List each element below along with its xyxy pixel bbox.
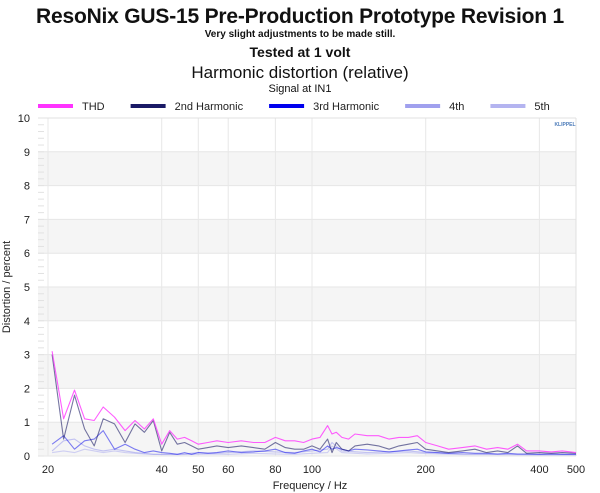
y-tick-label: 3: [24, 350, 30, 362]
series-line-thd: [51, 351, 577, 454]
y-tick-label: 2: [24, 383, 30, 395]
series-line-5th: [52, 445, 576, 456]
x-tick-label: 500: [567, 464, 585, 476]
x-tick-label: 200: [417, 464, 435, 476]
y-tick-label: 8: [24, 181, 30, 193]
x-axis-label: Frequency / Hz: [273, 480, 348, 492]
y-tick-labels: 0 1 2 3 4 5 6 7 8 9 10: [18, 113, 30, 463]
x-tick-label: 400: [530, 464, 548, 476]
legend-label: 4th: [449, 101, 464, 113]
legend-swatch: [269, 104, 305, 108]
test-condition: Tested at 1 volt: [249, 44, 351, 60]
grid-band: [38, 219, 576, 254]
y-tick-label: 1: [24, 417, 30, 429]
series-line-4th: [51, 438, 576, 456]
x-tick-label: 40: [156, 464, 168, 476]
y-tick-label: 7: [24, 214, 30, 226]
minor-ticks: [38, 117, 44, 457]
legend-swatch: [490, 104, 526, 108]
legend-item-thd: THD: [38, 101, 105, 113]
series-lines: [51, 351, 577, 456]
legend-label: 2nd Harmonic: [175, 101, 244, 113]
x-tick-label: 20: [42, 464, 54, 476]
legend-item-3rd-harmonic: 3rd Harmonic: [269, 101, 380, 113]
legend-item-2nd-harmonic: 2nd Harmonic: [130, 101, 244, 113]
legend-swatch: [38, 104, 73, 108]
klippel-logo: KLIPPEL: [554, 122, 575, 128]
y-tick-label: 0: [24, 451, 30, 463]
y-tick-label: 5: [24, 282, 30, 294]
legend: THD 2nd Harmonic 3rd Harmonic 4th 5th: [38, 101, 550, 113]
y-axis-label: Distortion / percent: [1, 241, 13, 333]
grid-band: [38, 287, 576, 321]
legend-label: 3rd Harmonic: [313, 101, 380, 113]
series-line-2nd-harmonic: [51, 354, 577, 454]
grid-band: [38, 151, 576, 186]
x-tick-label: 80: [269, 464, 281, 476]
legend-swatch: [405, 104, 441, 108]
legend-swatch: [130, 104, 166, 108]
report-subtitle: Very slight adjustments to be made still…: [204, 29, 396, 40]
background-bands: [38, 151, 576, 456]
x-tick-label: 60: [222, 464, 234, 476]
y-tick-label: 9: [24, 147, 30, 159]
series-line-3rd-harmonic: [51, 430, 576, 455]
report-title: ResoNix GUS-15 Pre-Production Prototype …: [36, 5, 564, 28]
legend-label: 5th: [534, 101, 549, 113]
grid-lines: [38, 117, 577, 457]
y-tick-label: 4: [24, 316, 30, 328]
y-tick-label: 10: [18, 113, 30, 125]
legend-item-5th: 5th: [490, 101, 550, 113]
x-tick-label: 100: [303, 464, 321, 476]
y-tick-label: 6: [24, 248, 30, 260]
x-tick-labels: 20 40 50 60 80 100 200 400 500: [42, 464, 585, 476]
chart-title: Harmonic distortion (relative): [191, 63, 409, 82]
signal-label: Signal at IN1: [268, 83, 332, 95]
grid-band: [38, 354, 576, 389]
legend-label: THD: [82, 101, 105, 113]
legend-item-4th: 4th: [405, 101, 464, 113]
x-tick-label: 50: [192, 464, 204, 476]
